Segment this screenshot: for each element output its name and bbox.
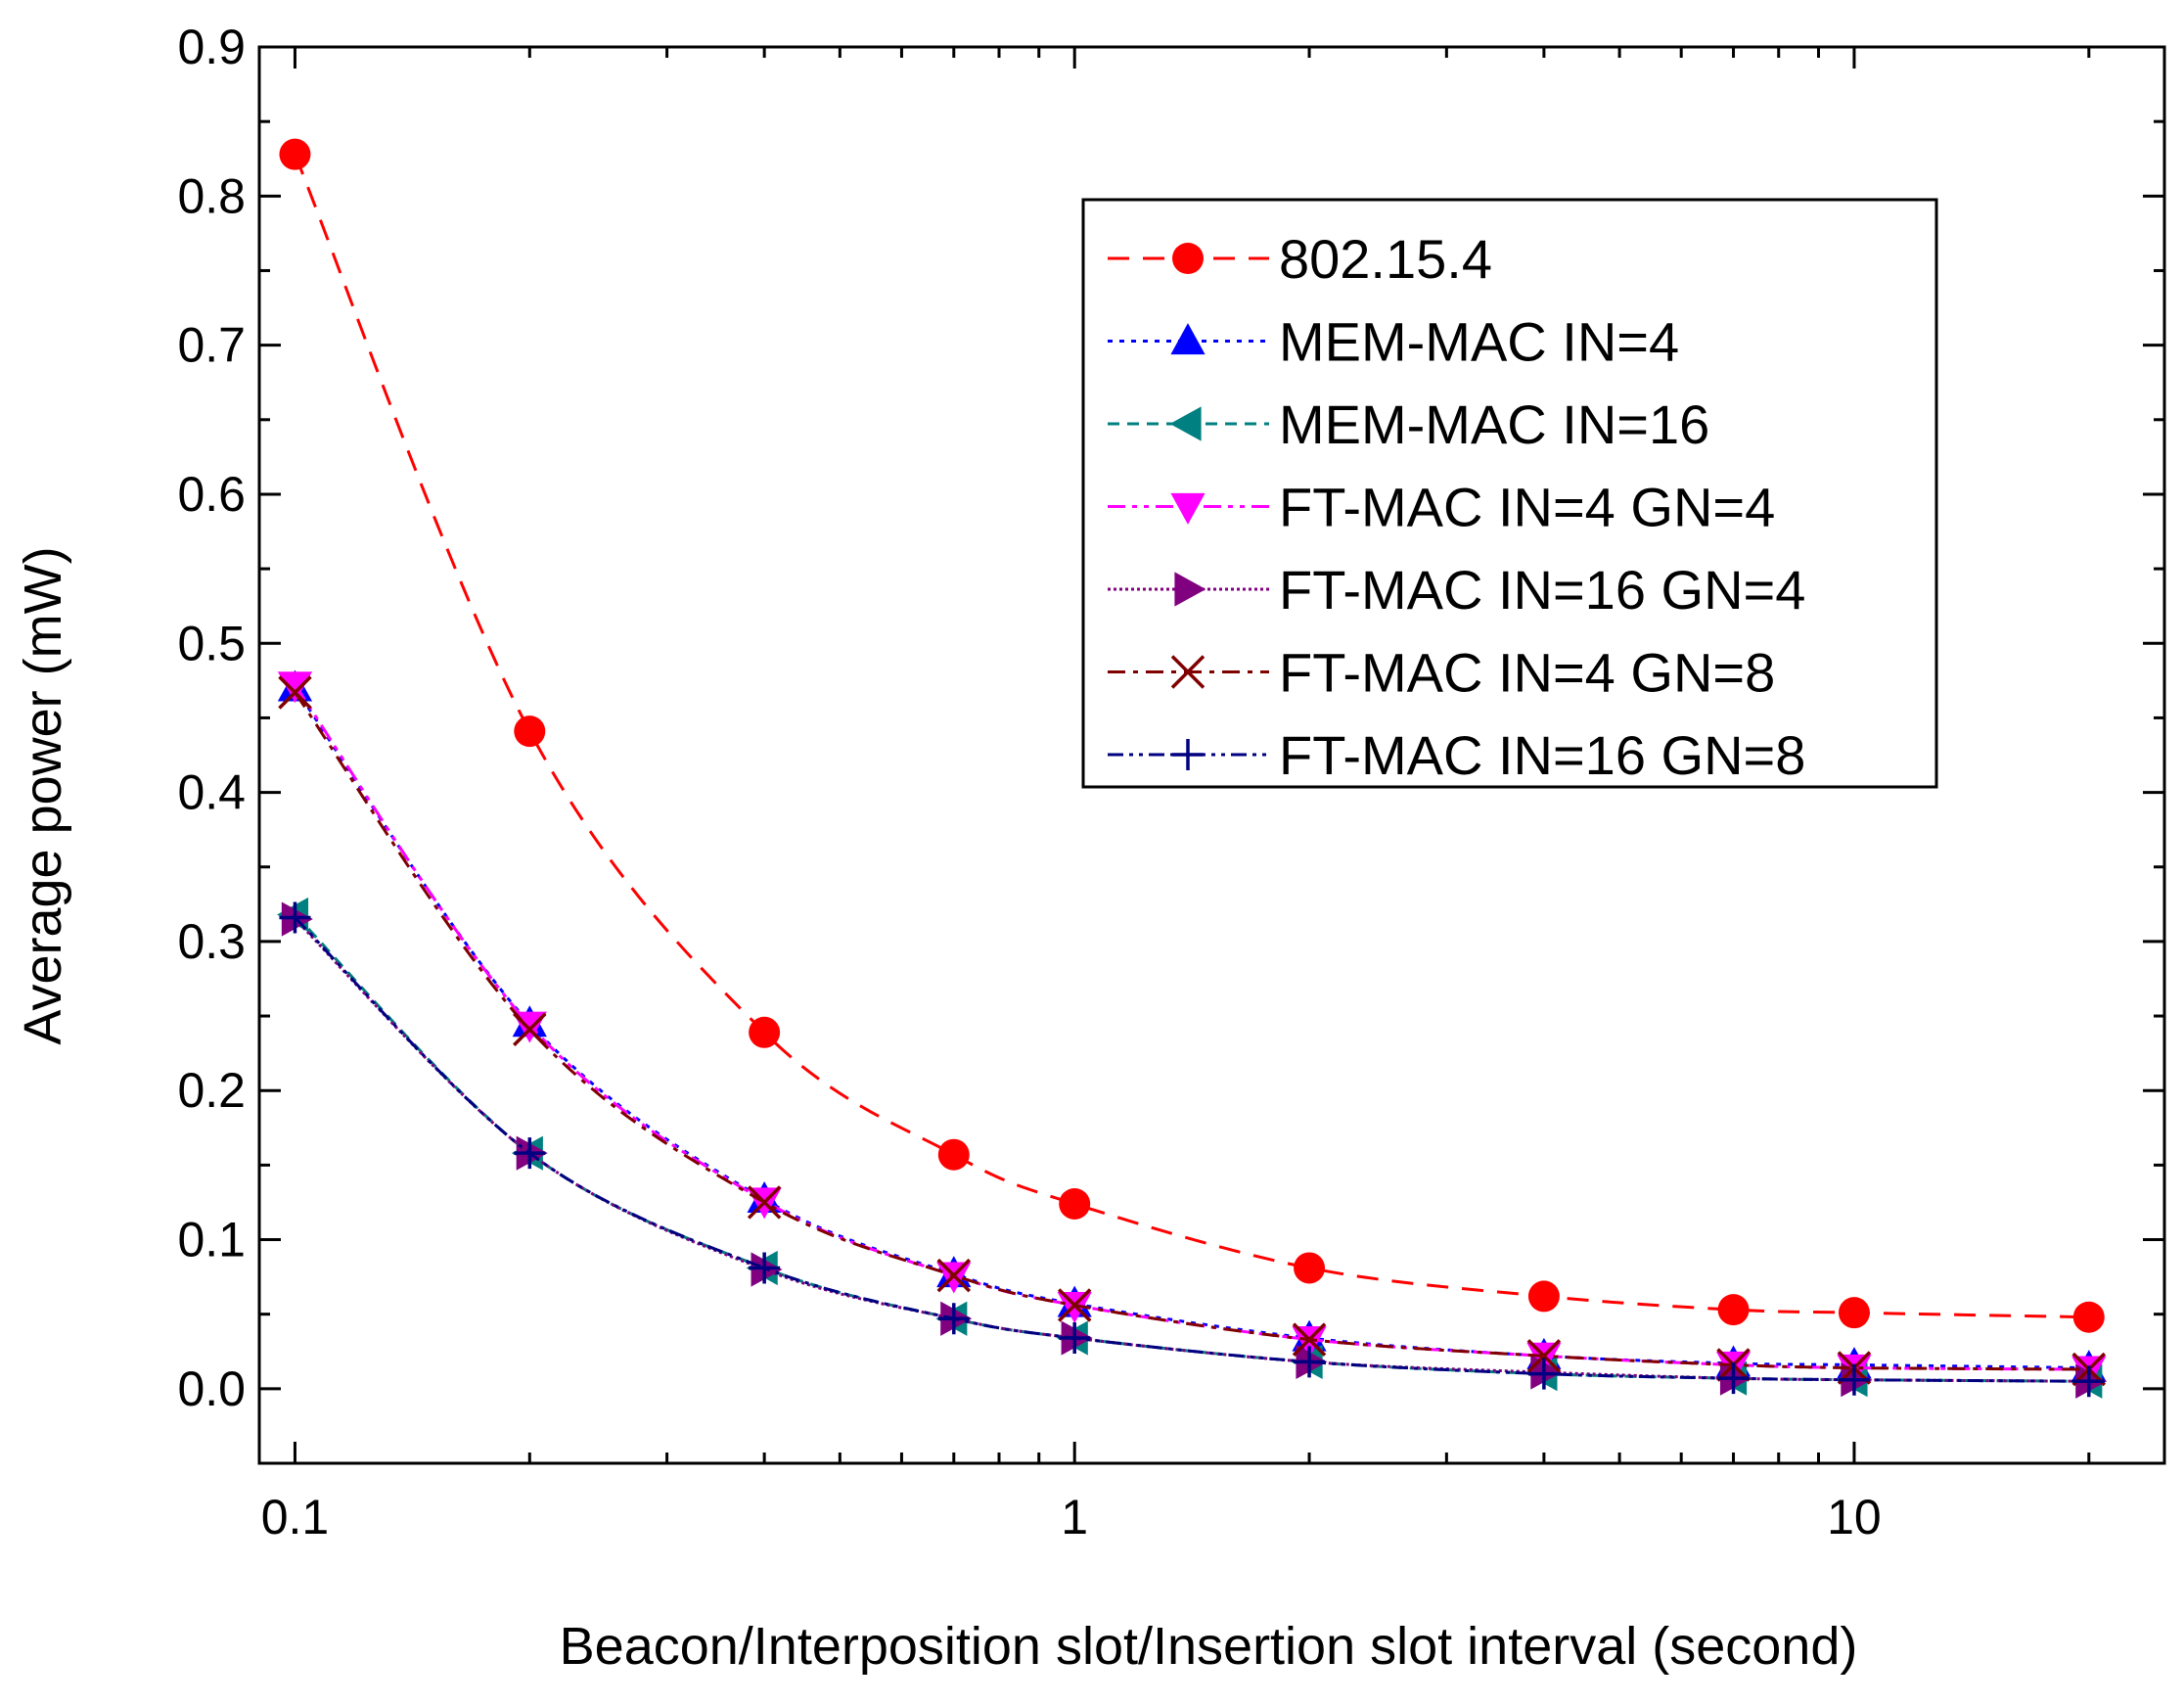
data-point — [1838, 1363, 1870, 1396]
data-point — [279, 901, 311, 934]
data-point — [1059, 1322, 1091, 1355]
legend-marker — [1170, 655, 1206, 689]
y-tick-label: 0.7 — [177, 318, 246, 373]
legend-label: FT-MAC IN=4 GN=4 — [1279, 477, 1775, 538]
legend-label: MEM-MAC IN=16 — [1279, 393, 1709, 455]
legend-label: MEM-MAC IN=4 — [1279, 311, 1679, 373]
y-axis-label: Average power (mW) — [14, 546, 72, 1044]
y-tick-label: 0.8 — [177, 168, 246, 223]
y-tick-label: 0.5 — [177, 616, 246, 670]
data-point — [278, 675, 312, 710]
data-point — [514, 1137, 546, 1170]
data-point — [1527, 1280, 1560, 1313]
data-point — [514, 715, 546, 748]
data-point — [1059, 1187, 1091, 1220]
data-point — [1838, 1297, 1870, 1329]
data-point — [749, 1016, 781, 1048]
series-line — [294, 691, 2089, 1371]
legend-entry: FT-MAC IN=4 GN=4 — [1108, 477, 1775, 538]
data-point — [1527, 1358, 1560, 1390]
legend-entry: FT-MAC IN=4 GN=8 — [1108, 642, 1775, 704]
data-point — [277, 671, 313, 704]
y-tick-label: 0.9 — [177, 20, 246, 74]
x-tick-label: 10 — [1827, 1490, 1882, 1545]
y-tick-label: 0.1 — [177, 1213, 246, 1268]
legend-marker — [1170, 492, 1206, 525]
series-line — [294, 687, 2089, 1370]
data-point — [2072, 1365, 2105, 1398]
x-axis-label: Beacon/Interposition slot/Insertion slot… — [560, 1617, 1858, 1676]
y-tick-label: 0.3 — [177, 914, 246, 969]
axes: 0.0 0.1 0.2 0.3 0.4 0.5 0.6 0.7 0.8 0.9 0.1 1 10 — [177, 20, 2166, 1545]
legend-entry: FT-MAC IN=16 GN=4 — [1108, 559, 1805, 621]
y-tick-label: 0.2 — [177, 1063, 246, 1118]
y-tick-label: 0.4 — [177, 765, 246, 820]
legend-entry: MEM-MAC IN=4 — [1108, 311, 1679, 373]
legend-marker — [1169, 406, 1202, 441]
legend-marker — [1170, 323, 1206, 355]
legend-label: FT-MAC IN=16 GN=4 — [1279, 559, 1805, 621]
series-line — [294, 684, 2089, 1371]
data-point — [1057, 1288, 1092, 1322]
series-7 — [279, 901, 2105, 1398]
legend-label: 802.15.4 — [1279, 228, 1492, 290]
legend-box — [1081, 198, 1938, 789]
data-point — [279, 138, 311, 170]
data-point — [747, 1185, 782, 1220]
legend-label: FT-MAC IN=4 GN=8 — [1279, 642, 1775, 704]
data-point — [937, 1138, 970, 1171]
data-point — [2072, 1301, 2105, 1333]
data-point — [1294, 1346, 1326, 1378]
data-point — [1294, 1252, 1326, 1284]
legend-entry: 802.15.4 — [1108, 228, 1492, 290]
legend: 802.15.4 MEM-MAC IN=4 MEM-MAC IN=16 FT-MAC … — [1081, 198, 1938, 789]
data-point — [936, 1258, 972, 1293]
data-point — [1292, 1322, 1327, 1357]
legend-marker — [1172, 739, 1204, 770]
legend-marker — [1174, 572, 1206, 607]
plot-area — [277, 138, 2108, 1399]
x-tick-label: 1 — [1061, 1490, 1088, 1545]
y-tick-label: 0.6 — [177, 467, 246, 522]
legend-marker — [1172, 243, 1204, 274]
series-1 — [279, 138, 2105, 1333]
data-point — [1526, 1339, 1562, 1373]
data-point — [1717, 1362, 1750, 1395]
legend-entry: MEM-MAC IN=16 — [1108, 393, 1709, 455]
legend-entry: FT-MAC IN=16 GN=8 — [1108, 724, 1805, 786]
series-line — [294, 917, 2089, 1383]
data-point — [513, 1012, 547, 1046]
x-tick-label: 0.1 — [261, 1490, 330, 1545]
legend-label: FT-MAC IN=16 GN=8 — [1279, 724, 1805, 786]
data-point — [1717, 1294, 1750, 1326]
data-point — [749, 1252, 781, 1284]
data-point — [937, 1303, 970, 1335]
series-line — [294, 916, 2089, 1383]
plot-frame — [257, 45, 2166, 1465]
y-tick-label: 0.0 — [177, 1361, 246, 1416]
